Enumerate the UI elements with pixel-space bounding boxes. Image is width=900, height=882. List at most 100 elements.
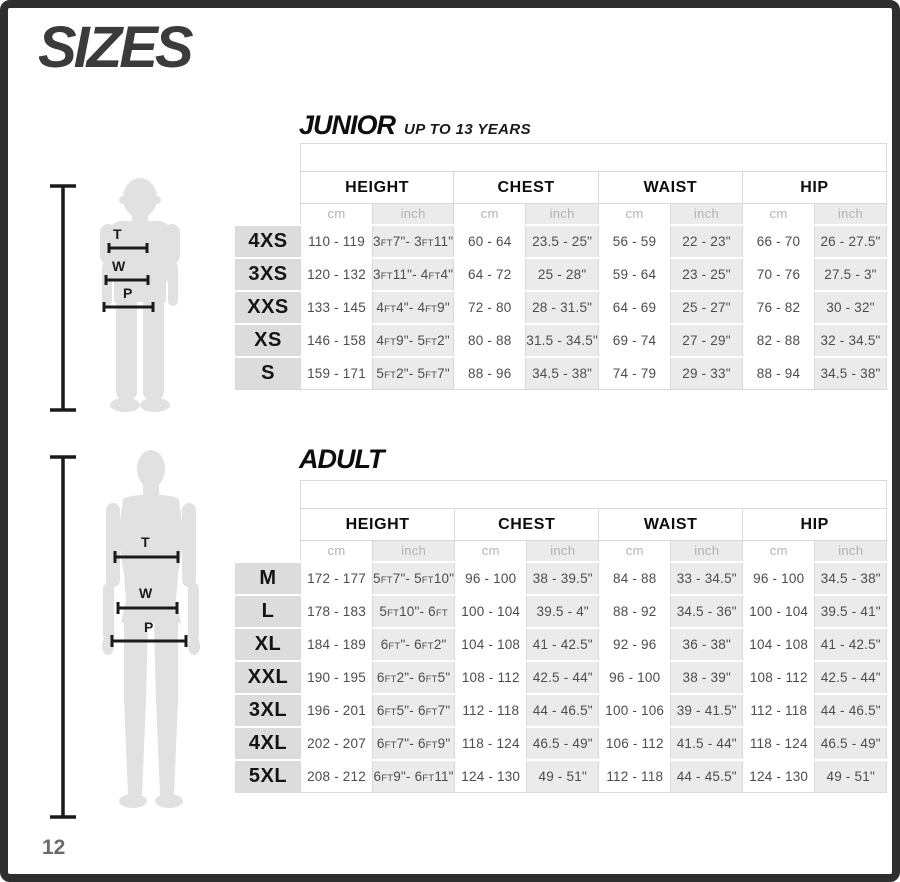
table-row: XXL 190 - 195 6FT2"- 6FT5" 108 - 112 42.5 - … xyxy=(235,659,888,695)
hip-measure-line xyxy=(110,635,188,647)
junior-subheading: UP TO 13 YEARS xyxy=(404,121,532,138)
value-cell: 39.5 - 4" xyxy=(526,593,600,629)
unit-label-inch: inch xyxy=(813,203,887,225)
column-header-hip: HIP xyxy=(741,171,887,204)
value-cell: 208 - 212 xyxy=(300,758,373,793)
value-cell: 4FT9"- 5FT2" xyxy=(371,322,455,358)
value-cell: 6FT"- 6FT2" xyxy=(371,626,456,662)
junior-heading: JUNIOR xyxy=(299,110,396,140)
size-label: XS xyxy=(235,322,301,358)
value-cell: 74 - 79 xyxy=(597,355,671,390)
value-cell: 106 - 112 xyxy=(598,725,672,761)
size-label: 3XS xyxy=(235,256,301,292)
value-cell: 44 - 46.5" xyxy=(814,692,888,728)
value-cell: 124 - 130 xyxy=(742,758,816,793)
value-cell: 6FT2"- 6FT5" xyxy=(371,659,456,695)
value-cell: 56 - 59 xyxy=(597,223,671,259)
column-header-hip: HIP xyxy=(742,508,888,541)
value-cell: 27 - 29" xyxy=(669,322,743,358)
size-label: XXS xyxy=(235,289,301,325)
column-header-height: HEIGHT xyxy=(299,508,456,541)
value-cell: 184 - 189 xyxy=(300,626,373,662)
size-label: XL xyxy=(235,626,301,662)
value-cell: 27.5 - 3" xyxy=(813,256,887,292)
value-cell: 42.5 - 44" xyxy=(526,659,600,695)
value-cell: 41.5 - 44" xyxy=(670,725,744,761)
adult-silhouette xyxy=(102,450,200,808)
page-title: SIZES xyxy=(38,15,194,80)
value-cell: 64 - 72 xyxy=(453,256,527,292)
column-header-chest: CHEST xyxy=(454,508,600,541)
unit-label-cm: cm xyxy=(597,203,671,225)
value-cell: 49 - 51" xyxy=(814,758,888,793)
adult-section-heading: ADULT xyxy=(299,444,384,475)
value-cell: 44 - 45.5" xyxy=(670,758,744,793)
value-cell: 26 - 27.5" xyxy=(813,223,887,259)
value-cell: 118 - 124 xyxy=(454,725,528,761)
table-spacer xyxy=(236,144,301,172)
value-cell: 39 - 41.5" xyxy=(670,692,744,728)
value-cell: 112 - 118 xyxy=(742,692,816,728)
unit-label-inch: inch xyxy=(670,540,744,562)
value-cell: 5FT2"- 5FT7" xyxy=(371,355,455,390)
value-cell: 36 - 38" xyxy=(670,626,744,662)
value-cell: 31.5 - 34.5" xyxy=(525,322,599,358)
hip-label: P xyxy=(144,619,153,635)
unit-label-cm: cm xyxy=(598,540,672,562)
value-cell: 34.5 - 36" xyxy=(670,593,744,629)
junior-figure: T W P xyxy=(50,178,180,412)
table-spacer xyxy=(236,172,301,204)
waist-measure-line xyxy=(104,275,150,285)
size-label: 5XL xyxy=(235,758,301,793)
table-row: 5XL 208 - 212 6FT9"- 6FT11" 124 - 130 49 - 5… xyxy=(235,758,888,793)
adult-table: HEIGHT CHEST WAIST HIP cm inch cm inch cm inch cm i… xyxy=(235,480,888,793)
table-row: L 178 - 183 5FT10"- 6FT 100 - 104 39.5 - 4" 8… xyxy=(235,593,888,629)
value-cell: 108 - 112 xyxy=(742,659,816,695)
unit-label-cm: cm xyxy=(300,203,373,225)
height-measure-line xyxy=(50,184,76,412)
value-cell: 100 - 106 xyxy=(598,692,672,728)
table-row: XS 146 - 158 4FT9"- 5FT2" 80 - 88 31.5 - 34.… xyxy=(235,322,887,358)
value-cell: 6FT9"- 6FT11" xyxy=(371,758,456,793)
value-cell: 178 - 183 xyxy=(300,593,373,629)
size-label: S xyxy=(235,355,301,390)
value-cell: 124 - 130 xyxy=(454,758,528,793)
chest-measure-line xyxy=(113,551,180,563)
value-cell: 49 - 51" xyxy=(526,758,600,793)
value-cell: 76 - 82 xyxy=(741,289,815,325)
size-label: 3XL xyxy=(235,692,301,728)
column-header-waist: WAIST xyxy=(598,508,744,541)
value-cell: 32 - 34.5" xyxy=(813,322,887,358)
value-cell: 100 - 104 xyxy=(454,593,528,629)
value-cell: 34.5 - 38" xyxy=(814,560,888,596)
value-cell: 190 - 195 xyxy=(300,659,373,695)
table-row: 4XS 110 - 119 3FT7"- 3FT11" 60 - 64 23.5 - 2… xyxy=(235,223,887,259)
unit-label-inch: inch xyxy=(371,540,456,562)
unit-label-cm: cm xyxy=(453,203,527,225)
value-cell: 66 - 70 xyxy=(741,223,815,259)
table-row: 4XL 202 - 207 6FT7"- 6FT9" 118 - 124 46.5 - … xyxy=(235,725,888,761)
unit-label-inch: inch xyxy=(526,540,600,562)
waist-label: W xyxy=(112,258,126,274)
value-cell: 72 - 80 xyxy=(453,289,527,325)
value-cell: 133 - 145 xyxy=(300,289,373,325)
value-cell: 96 - 100 xyxy=(598,659,672,695)
adult-heading: ADULT xyxy=(299,444,384,474)
table-row: XXS 133 - 145 4FT4"- 4FT9" 72 - 80 28 - 31.5… xyxy=(235,289,887,325)
table-spacer xyxy=(236,204,301,225)
value-cell: 25 - 27" xyxy=(669,289,743,325)
value-cell: 100 - 104 xyxy=(742,593,816,629)
unit-label-cm: cm xyxy=(300,540,373,562)
table-spacer xyxy=(236,481,301,509)
value-cell: 146 - 158 xyxy=(300,322,373,358)
value-cell: 46.5 - 49" xyxy=(814,725,888,761)
value-cell: 110 - 119 xyxy=(300,223,373,259)
unit-label-inch: inch xyxy=(669,203,743,225)
table-row: XL 184 - 189 6FT"- 6FT2" 104 - 108 41 - 42.5… xyxy=(235,626,888,662)
value-cell: 23.5 - 25" xyxy=(525,223,599,259)
table-blank-cell xyxy=(300,143,887,172)
column-header-height: HEIGHT xyxy=(299,171,455,204)
value-cell: 108 - 112 xyxy=(454,659,528,695)
value-cell: 112 - 118 xyxy=(598,758,672,793)
value-cell: 118 - 124 xyxy=(742,725,816,761)
